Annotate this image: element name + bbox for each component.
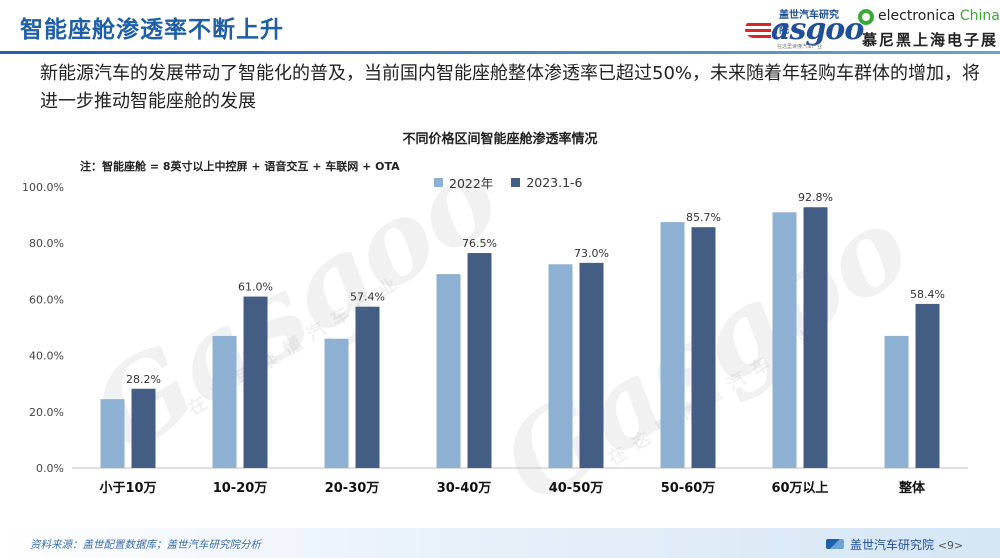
data-label: 28.2% xyxy=(126,373,161,386)
electronica-logo: electronica China 慕尼黑上海电子展 xyxy=(858,6,1000,50)
bar-2023-6 xyxy=(803,207,828,468)
chart-legend: 2022年 2023.1-6 xyxy=(434,173,583,192)
y-tick-label: 0.0% xyxy=(36,462,64,475)
bar-2022-0 xyxy=(100,399,125,468)
legend-item-2022: 2022年 xyxy=(434,173,493,192)
electronica-logo-cn: 慕尼黑上海电子展 xyxy=(862,31,999,49)
footer-source: 资料来源：盖世配置数据库；盖世汽车研究院分析 xyxy=(30,539,261,551)
bar-2023-2 xyxy=(355,306,380,468)
x-category-label: 小于10万 xyxy=(99,481,156,496)
bar-2022-2 xyxy=(324,338,349,468)
bar-2023-7 xyxy=(915,303,940,468)
data-label: 73.0% xyxy=(574,247,609,260)
bar-2022-3 xyxy=(436,274,461,468)
bar-2023-1 xyxy=(243,296,268,468)
data-label: 92.8% xyxy=(798,191,833,204)
bar-2023-3 xyxy=(467,253,492,468)
bar-2023-5 xyxy=(691,227,716,468)
data-label: 85.7% xyxy=(686,211,721,224)
x-category-label: 整体 xyxy=(898,480,926,496)
footer-org: 盖世汽车研究院 <9> xyxy=(850,536,963,553)
data-label: 61.0% xyxy=(238,281,273,294)
x-category-label: 10-20万 xyxy=(213,481,268,496)
bar-chart: 0.0% 20.0% 40.0% 60.0% 80.0% 100.0% 28.2% 小于10万… xyxy=(22,181,968,496)
y-tick-label: 100.0% xyxy=(22,181,64,194)
data-label: 58.4% xyxy=(910,288,945,301)
page-title: 智能座舱渗透率不断上升 xyxy=(20,17,284,43)
y-tick-label: 20.0% xyxy=(29,406,64,419)
bar-2022-7 xyxy=(884,335,909,468)
gasgoo-logo-main-text: asgoo xyxy=(771,12,864,47)
data-label: 76.5% xyxy=(462,237,497,250)
bar-2022-5 xyxy=(660,222,685,468)
x-category-label: 40-50万 xyxy=(549,481,604,496)
electronica-mark-icon xyxy=(858,9,874,25)
x-category-label: 60万以上 xyxy=(771,481,828,496)
x-category-label: 20-30万 xyxy=(325,481,380,496)
title-divider xyxy=(0,51,1000,54)
gasgoo-logo: 盖世汽车研究院 asgoo 在这里读懂汽车产业 xyxy=(745,6,864,50)
y-tick-label: 80.0% xyxy=(29,237,64,250)
legend-label-2023: 2023.1-6 xyxy=(526,175,583,190)
bar-2022-4 xyxy=(548,264,573,468)
chart-title: 不同价格区间智能座舱渗透率情况 xyxy=(402,132,598,147)
x-category-label: 30-40万 xyxy=(437,481,492,496)
bar-2022-1 xyxy=(212,335,237,468)
legend-swatch-2022 xyxy=(434,178,443,187)
y-tick-label: 40.0% xyxy=(29,350,64,363)
footer-org-name: 盖世汽车研究院 xyxy=(850,538,935,552)
page-number: <9> xyxy=(937,539,964,552)
electronica-logo-text: electronica China xyxy=(878,8,1000,24)
bar-2023-4 xyxy=(579,262,604,468)
gasgoo-g-mark xyxy=(745,20,771,38)
gasgoo-logo-tagline: 在这里读懂汽车产业 xyxy=(777,44,823,50)
legend-item-2023: 2023.1-6 xyxy=(511,173,583,192)
slide-subtitle: 新能源汽车的发展带动了智能化的普及，当前国内智能座舱整体渗透率已超过50%，未来… xyxy=(40,63,981,112)
gasgoo-footer-icon xyxy=(826,539,844,549)
data-label: 57.4% xyxy=(350,291,385,304)
x-category-label: 50-60万 xyxy=(661,481,716,496)
legend-swatch-2023 xyxy=(511,178,521,187)
legend-label-2022: 2022年 xyxy=(449,176,494,191)
gasgoo-logo-top-text: 盖世汽车研究院 xyxy=(779,10,839,36)
y-tick-label: 60.0% xyxy=(29,293,64,306)
bar-2023-0 xyxy=(131,388,156,468)
bar-2022-6 xyxy=(772,212,797,468)
chart-note: 注：智能座舱 = 8英寸以上中控屏 + 语音交互 + 车联网 + OTA xyxy=(80,160,400,173)
